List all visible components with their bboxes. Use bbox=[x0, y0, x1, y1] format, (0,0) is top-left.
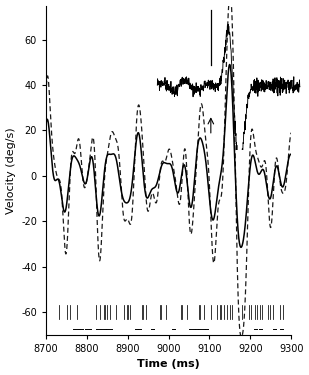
Y-axis label: Velocity (deg/s): Velocity (deg/s) bbox=[6, 127, 15, 213]
X-axis label: Time (ms): Time (ms) bbox=[137, 360, 200, 369]
